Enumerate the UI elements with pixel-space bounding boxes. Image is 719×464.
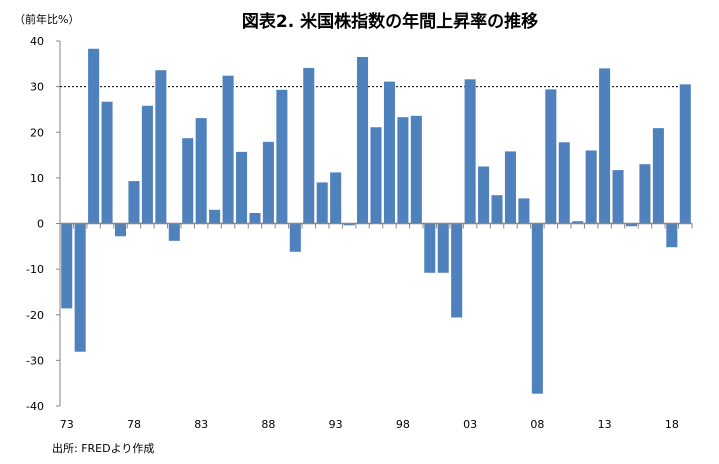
bar-74 — [74, 223, 86, 352]
x-tick-label: 88 — [261, 418, 275, 431]
y-tick-label: -40 — [26, 400, 44, 413]
bar-08 — [531, 223, 543, 394]
y-axis-unit-label: （前年比%） — [14, 12, 79, 26]
bar-00 — [424, 223, 436, 273]
bar-80 — [155, 70, 167, 224]
bar-96 — [370, 127, 382, 224]
bar-09 — [545, 89, 557, 224]
bar-93 — [330, 172, 342, 224]
x-tick-label: 03 — [463, 418, 477, 431]
bar-13 — [599, 68, 611, 224]
x-tick-label: 18 — [665, 418, 679, 431]
x-tick-label: 98 — [396, 418, 410, 431]
bar-12 — [585, 150, 597, 224]
bar-81 — [168, 223, 180, 241]
bar-98 — [397, 117, 409, 224]
y-tick-label: 20 — [30, 126, 44, 139]
bar-92 — [316, 182, 328, 224]
bar-85 — [222, 75, 234, 224]
plot-area: 40 30 20 10 0 -10 -20 -30 -40 73 78 83 88 93 98 03 08 13 1… — [26, 35, 693, 431]
bar-17 — [652, 128, 664, 224]
bar-10 — [558, 142, 570, 224]
bar-89 — [276, 89, 288, 224]
bar-86 — [236, 151, 248, 224]
bar-87 — [249, 213, 261, 224]
bar-79 — [141, 105, 153, 224]
bar-78 — [128, 181, 140, 224]
y-tick-label: -30 — [26, 354, 44, 367]
bar-02 — [451, 223, 463, 318]
x-tick-label: 13 — [598, 418, 612, 431]
x-tick-label: 73 — [60, 418, 74, 431]
y-tick-label: 10 — [30, 172, 44, 185]
x-tick-label: 08 — [530, 418, 544, 431]
bar-83 — [195, 118, 207, 224]
bar-07 — [518, 198, 530, 224]
bar-76 — [101, 101, 113, 224]
x-tick-label: 78 — [127, 418, 141, 431]
y-tick-label: 30 — [30, 81, 44, 94]
bar-90 — [289, 223, 301, 252]
bar-75 — [88, 48, 100, 224]
bar-04 — [478, 166, 490, 224]
bar-14 — [612, 170, 624, 224]
bar-84 — [209, 209, 221, 224]
bar-77 — [114, 223, 127, 237]
y-tick-label: -10 — [26, 263, 44, 276]
bar-91 — [303, 67, 315, 224]
bar-99 — [410, 115, 422, 224]
bar-97 — [383, 81, 395, 224]
bar-01 — [437, 223, 449, 273]
source-note: 出所: FREDより作成 — [52, 441, 154, 455]
x-tick-label: 83 — [194, 418, 208, 431]
bar-94 — [343, 223, 355, 226]
bar-88 — [262, 141, 274, 224]
bar-82 — [182, 138, 194, 224]
bar-05 — [491, 195, 503, 224]
x-tick-label: 93 — [329, 418, 343, 431]
bar-03 — [464, 79, 476, 224]
bar-95 — [357, 56, 369, 224]
chart-title: 図表2. 米国株指数の年間上昇率の推移 — [242, 11, 538, 32]
bar-18 — [666, 223, 678, 248]
bar-73 — [61, 223, 73, 309]
y-tick-label: 40 — [30, 35, 44, 48]
y-tick-label: 0 — [37, 218, 44, 231]
bar-11 — [572, 221, 584, 224]
bar-06 — [504, 151, 516, 224]
bar-16 — [639, 164, 651, 224]
bar-15 — [625, 223, 638, 227]
y-tick-label: -20 — [26, 309, 44, 322]
bar-19 — [679, 84, 691, 224]
